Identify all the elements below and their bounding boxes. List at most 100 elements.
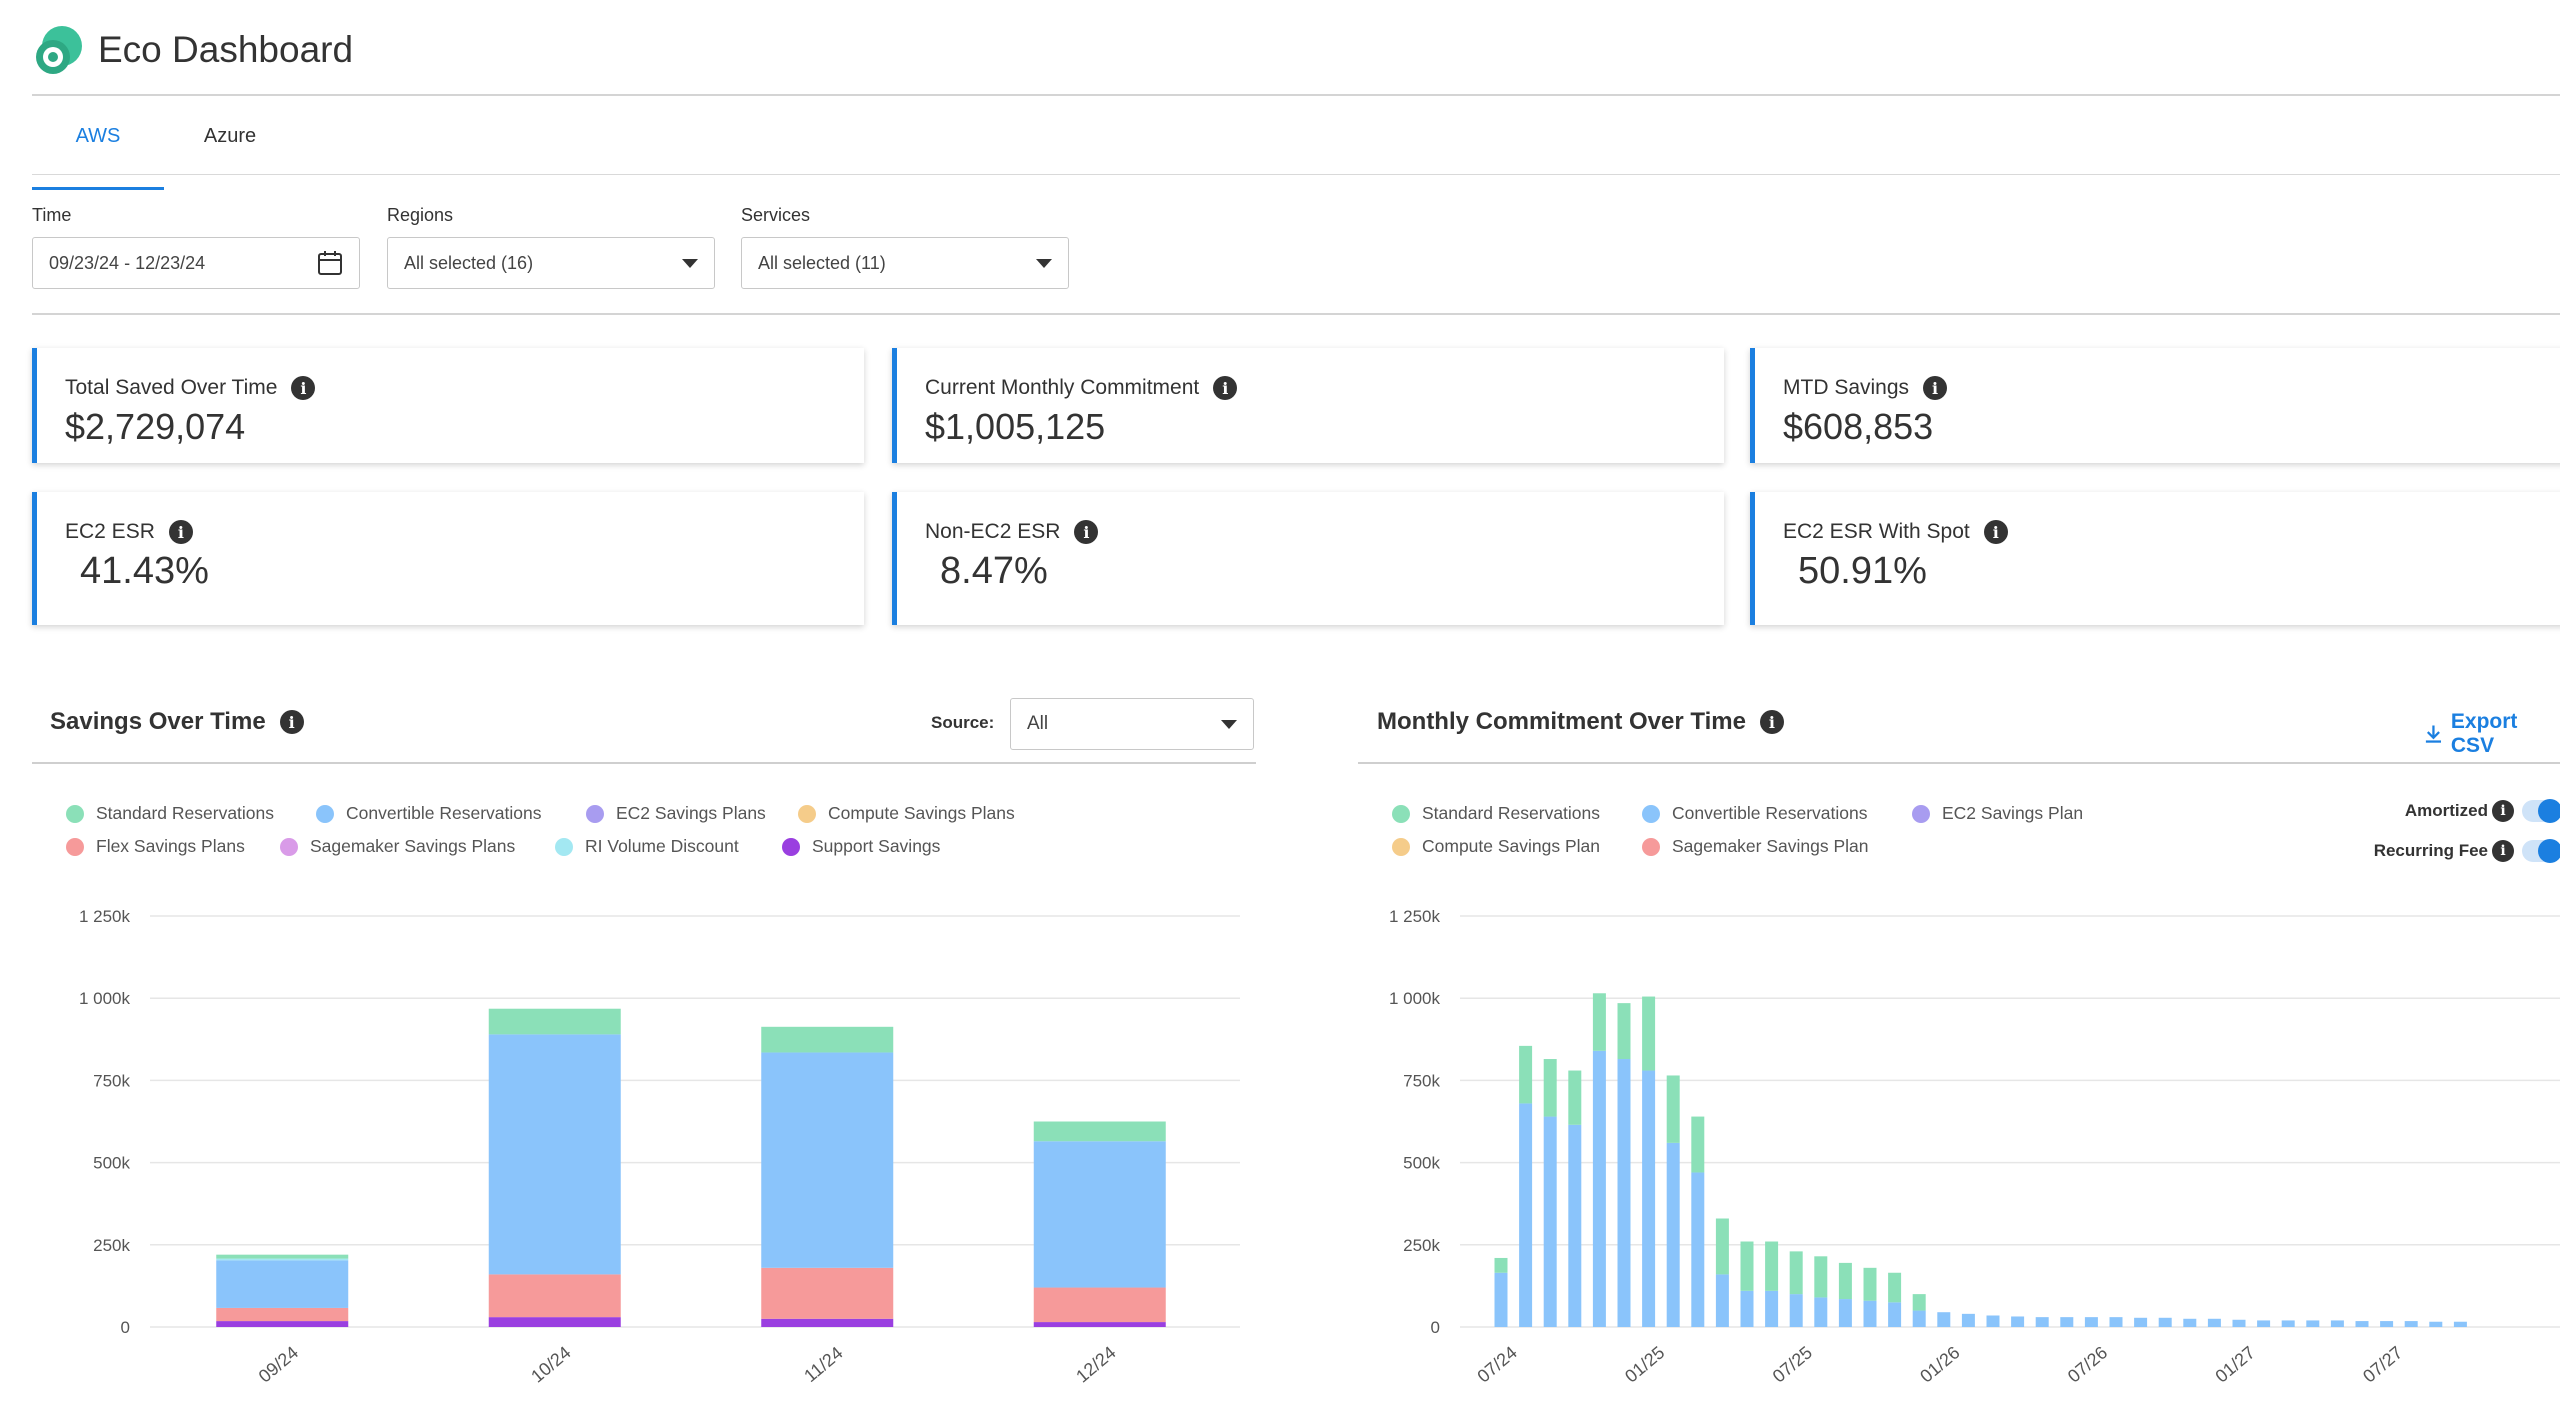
bar-segment[interactable] [2084,1317,2098,1327]
legend-item[interactable]: Standard Reservations [1392,803,1600,824]
bar-segment[interactable] [1568,1070,1582,1125]
bar-segment[interactable] [216,1321,349,1327]
recurring-fee-toggle[interactable] [2522,839,2560,863]
export-csv-button[interactable]: Export CSV [2424,710,2560,758]
regions-select[interactable]: All selected (16) [387,237,715,289]
legend-item[interactable]: Support Savings [782,836,940,857]
bar-segment[interactable] [216,1260,349,1308]
info-icon[interactable]: i [291,376,316,400]
bar-segment[interactable] [2257,1320,2271,1327]
bar-segment[interactable] [1888,1302,1902,1327]
bar-segment[interactable] [1642,1070,1656,1327]
bar-segment[interactable] [2183,1318,2197,1327]
bar-segment[interactable] [2330,1320,2344,1327]
info-icon[interactable]: i [1923,376,1948,400]
bar-segment[interactable] [2060,1317,2074,1327]
info-icon[interactable]: i [1983,520,2008,544]
bar-segment[interactable] [1543,1059,1557,1117]
tab-aws[interactable]: AWS [32,110,164,190]
services-select[interactable]: All selected (11) [741,237,1069,289]
bar-segment[interactable] [488,1008,621,1035]
bar-segment[interactable] [216,1307,349,1322]
amortized-toggle[interactable] [2522,799,2560,823]
bar-segment[interactable] [2109,1317,2123,1327]
bar-segment[interactable] [488,1034,621,1275]
bar-segment[interactable] [1666,1075,1680,1143]
bar-segment[interactable] [1838,1262,1852,1300]
info-icon[interactable]: i [2492,800,2514,822]
bar-segment[interactable] [1888,1272,1902,1303]
info-icon[interactable]: i [168,520,193,544]
bar-segment[interactable] [1740,1290,1754,1327]
legend-item[interactable]: EC2 Savings Plans [586,803,766,824]
bar-segment[interactable] [761,1052,894,1268]
bar-segment[interactable] [1789,1294,1803,1327]
bar-segment[interactable] [761,1267,894,1319]
bar-segment[interactable] [488,1317,621,1327]
bar-segment[interactable] [2355,1321,2369,1327]
bar-segment[interactable] [1691,1116,1705,1173]
bar-segment[interactable] [1666,1142,1680,1327]
bar-segment[interactable] [2035,1317,2049,1327]
bar-segment[interactable] [1519,1103,1533,1327]
legend-item[interactable]: Sagemaker Savings Plan [1642,836,1869,857]
bar-segment[interactable] [2453,1321,2467,1327]
bar-segment[interactable] [1642,996,1656,1071]
bar-segment[interactable] [761,1026,894,1053]
bar-segment[interactable] [1986,1315,2000,1327]
bar-segment[interactable] [761,1318,894,1327]
bar-segment[interactable] [1033,1322,1166,1327]
date-range-picker[interactable]: 09/23/24 - 12/23/24 [32,237,360,289]
bar-segment[interactable] [216,1258,349,1261]
info-icon[interactable]: i [2492,840,2514,862]
bar-segment[interactable] [1937,1312,1951,1327]
bar-segment[interactable] [2134,1317,2148,1327]
bar-segment[interactable] [2158,1317,2172,1327]
bar-segment[interactable] [1961,1313,1975,1327]
info-icon[interactable]: i [1074,520,1099,544]
bar-segment[interactable] [488,1274,621,1318]
bar-segment[interactable] [1838,1299,1852,1327]
bar-segment[interactable] [2380,1321,2394,1327]
info-icon[interactable]: i [279,710,304,734]
bar-segment[interactable] [2404,1321,2418,1327]
bar-segment[interactable] [1765,1241,1779,1291]
bar-segment[interactable] [1568,1124,1582,1327]
bar-segment[interactable] [1543,1116,1557,1327]
bar-segment[interactable] [216,1254,349,1259]
bar-segment[interactable] [1740,1241,1754,1291]
bar-segment[interactable] [1814,1297,1828,1327]
legend-item[interactable]: Convertible Reservations [1642,803,1868,824]
calendar-icon[interactable] [317,250,343,276]
bar-segment[interactable] [1519,1045,1533,1104]
legend-item[interactable]: RI Volume Discount [555,836,739,857]
source-select[interactable]: All [1010,698,1254,750]
bar-segment[interactable] [1617,1003,1631,1060]
bar-segment[interactable] [1715,1274,1729,1327]
legend-item[interactable]: Convertible Reservations [316,803,542,824]
legend-item[interactable]: Compute Savings Plans [798,803,1015,824]
bar-segment[interactable] [1494,1257,1508,1273]
bar-segment[interactable] [2011,1316,2025,1327]
bar-segment[interactable] [2207,1318,2221,1327]
bar-segment[interactable] [1033,1121,1166,1142]
legend-item[interactable]: Sagemaker Savings Plans [280,836,515,857]
tab-azure[interactable]: Azure [203,125,257,147]
legend-item[interactable]: EC2 Savings Plan [1912,803,2083,824]
bar-segment[interactable] [1789,1251,1803,1295]
bar-segment[interactable] [1912,1294,1926,1311]
info-icon[interactable]: i [1759,710,1784,734]
bar-segment[interactable] [1617,1059,1631,1327]
bar-segment[interactable] [1033,1287,1166,1323]
bar-segment[interactable] [1863,1300,1877,1327]
bar-segment[interactable] [2429,1321,2443,1327]
bar-segment[interactable] [1765,1290,1779,1327]
bar-segment[interactable] [1863,1267,1877,1301]
legend-item[interactable]: Flex Savings Plans [66,836,245,857]
bar-segment[interactable] [2232,1319,2246,1327]
bar-segment[interactable] [1033,1141,1166,1288]
legend-item[interactable]: Standard Reservations [66,803,274,824]
bar-segment[interactable] [1814,1256,1828,1298]
bar-segment[interactable] [2306,1320,2320,1327]
legend-item[interactable]: Compute Savings Plan [1392,836,1600,857]
